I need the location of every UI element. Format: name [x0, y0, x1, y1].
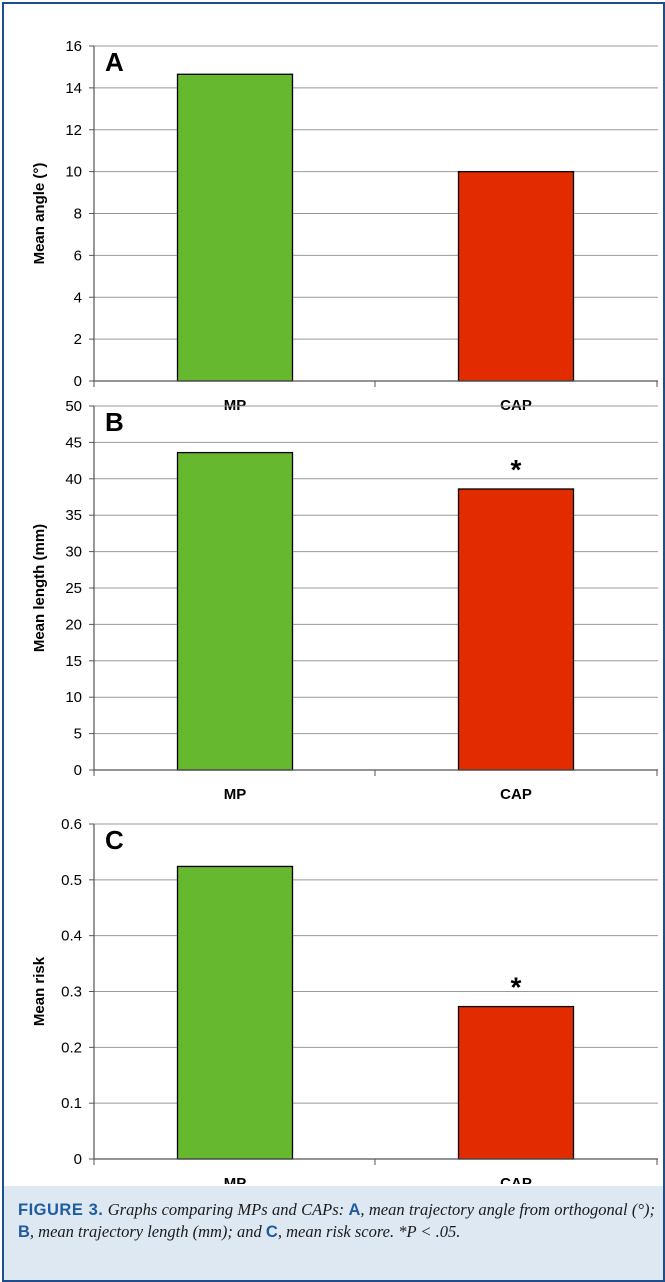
- panel-c-y-tick-label: 0: [74, 1151, 82, 1168]
- caption-text-3: , mean trajectory length (mm); and: [29, 1222, 262, 1241]
- panel-a-bar-cap: [457, 170, 575, 382]
- panel-a-y-tick-label: 12: [65, 122, 82, 139]
- panel-c-significance-cap: *: [511, 972, 522, 1003]
- panel-b-y-tick-label: 10: [65, 689, 82, 706]
- panel-b-category-cap: CAP: [500, 786, 532, 803]
- panel-c-y-tick-label: 0.4: [61, 928, 82, 945]
- panel-c-category-cap: CAP: [500, 1175, 532, 1184]
- panel-c-y-tick-label: 0.5: [61, 872, 82, 889]
- panel-c-bar-mp: [176, 865, 294, 1160]
- panel-b-y-tick-label: 40: [65, 471, 82, 488]
- panel-a-y-axis-title: Mean angle (°): [31, 163, 48, 265]
- panel-a-y-tick-label: 6: [74, 247, 82, 264]
- panel-b-y-tick-label: 35: [65, 507, 82, 524]
- panel-a-bar-mp: [176, 73, 294, 382]
- panel-b-y-tick-label: 25: [65, 580, 82, 597]
- panel-a-y-tick-label: 14: [65, 80, 82, 97]
- panel-c-y-tick-label: 0.1: [61, 1095, 82, 1112]
- panel-b-y-tick-label: 45: [65, 434, 82, 451]
- panel-a-y-tick-label: 0: [74, 373, 82, 390]
- panel-a-y-tick-label: 8: [74, 206, 82, 223]
- panel-b-y-tick-label: 30: [65, 544, 82, 561]
- figure-caption: FIGURE 3. Graphs comparing MPs and CAPs:…: [4, 1186, 663, 1280]
- panel-c-y-tick-label: 0.3: [61, 984, 82, 1001]
- panel-c-y-axis-title: Mean risk: [31, 956, 48, 1026]
- panel-b-y-tick-label: 50: [65, 398, 82, 415]
- panel-a-letter: A: [105, 47, 124, 77]
- panel-c-y-tick-label: 0.2: [61, 1039, 82, 1056]
- caption-letter-c: C: [265, 1223, 278, 1241]
- panel-a-y-tick-label: 16: [65, 38, 82, 55]
- caption-letter-b: B: [18, 1223, 30, 1241]
- panel-b-y-tick-label: 5: [74, 726, 82, 743]
- panel-b-y-tick-label: 20: [65, 616, 82, 633]
- caption-text-2: , mean trajectory angle from orthogonal …: [360, 1200, 656, 1219]
- panel-a-y-tick-label: 4: [74, 289, 82, 306]
- panel-c-category-mp: MP: [224, 1175, 247, 1184]
- panel-b-significance-cap: *: [511, 454, 522, 485]
- caption-p-value: P < .05.: [406, 1222, 461, 1241]
- caption-text-1: Graphs comparing MPs and CAPs:: [107, 1200, 345, 1219]
- panel-b-category-mp: MP: [224, 786, 247, 803]
- bar-charts: 0 2 4 6 8 10 12 14 16 MP CAP Mean angle (°) A 0 5 10 15 2…: [31, 38, 658, 1184]
- panel-b-y-axis-title: Mean length (mm): [31, 524, 48, 652]
- caption-text-4: , mean risk score. *: [277, 1222, 407, 1241]
- caption-label: FIGURE 3.: [18, 1201, 104, 1219]
- panel-b-y-tick-label: 0: [74, 762, 82, 779]
- panel-c-bar-cap: [457, 1005, 575, 1160]
- panel-a-y-tick-label: 10: [65, 164, 82, 181]
- panel-a-y-tick-label: 2: [74, 331, 82, 348]
- panel-b-bar-mp: [176, 451, 294, 771]
- panel-c-y-tick-label: 0.6: [61, 816, 82, 833]
- panel-b-bar-cap: [457, 488, 575, 771]
- panel-c-letter: C: [105, 825, 124, 855]
- panel-b-letter: B: [105, 407, 124, 437]
- caption-letter-a: A: [348, 1201, 361, 1219]
- panel-b-y-tick-label: 15: [65, 653, 82, 670]
